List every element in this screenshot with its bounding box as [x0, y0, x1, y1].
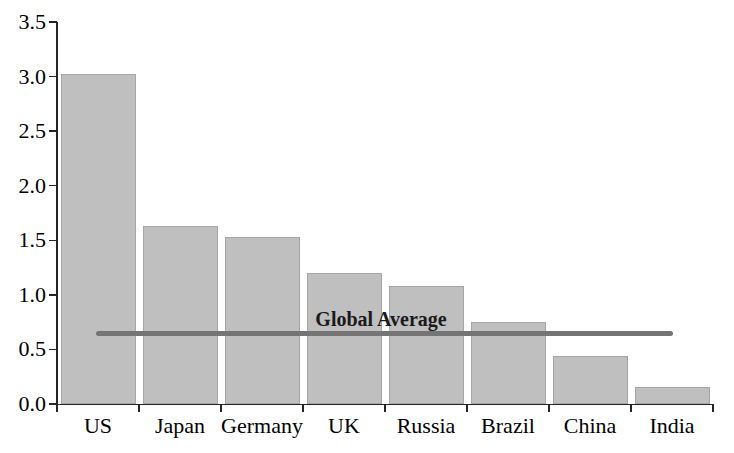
x-tick-label-japan: Japan: [155, 413, 205, 439]
x-tick-label-russia: Russia: [397, 413, 456, 439]
plot-area: Global Average: [57, 22, 713, 404]
y-tick-mark: [49, 240, 57, 242]
y-tick-label: 3.0: [4, 66, 46, 88]
x-tick-label-germany: Germany: [221, 413, 303, 439]
bar-russia: [389, 286, 464, 404]
x-tick-label-us: US: [84, 413, 112, 439]
x-tick-label-india: India: [649, 413, 694, 439]
y-tick-mark: [49, 294, 57, 296]
x-tick-mark: [220, 404, 222, 412]
x-tick-mark: [56, 404, 58, 412]
bar-germany: [225, 237, 300, 404]
x-tick-mark: [138, 404, 140, 412]
x-tick-mark: [712, 404, 714, 412]
x-tick-mark: [384, 404, 386, 412]
y-tick-mark: [49, 349, 57, 351]
x-tick-label-uk: UK: [328, 413, 360, 439]
x-tick-mark: [302, 404, 304, 412]
global-average-label: Global Average: [315, 308, 446, 330]
bar-us: [61, 74, 136, 404]
x-tick-label-china: China: [564, 413, 617, 439]
y-tick-label: 2.0: [4, 175, 46, 197]
x-tick-mark: [630, 404, 632, 412]
y-tick-label: 1.0: [4, 284, 46, 306]
bar-japan: [143, 226, 218, 404]
bar-uk: [307, 273, 382, 404]
y-tick-label: 1.5: [4, 229, 46, 251]
global-average-line: [96, 331, 673, 336]
y-tick-label: 2.5: [4, 120, 46, 142]
y-tick-mark: [49, 76, 57, 78]
x-tick-label-brazil: Brazil: [481, 413, 535, 439]
y-tick-label: 0.5: [4, 338, 46, 360]
bar-china: [553, 356, 628, 404]
bar-india: [635, 387, 710, 404]
x-tick-mark: [466, 404, 468, 412]
y-tick-label: 3.5: [4, 11, 46, 33]
y-tick-mark: [49, 185, 57, 187]
x-tick-mark: [548, 404, 550, 412]
y-tick-mark: [49, 21, 57, 23]
y-tick-mark: [49, 130, 57, 132]
y-tick-label: 0.0: [4, 393, 46, 415]
bar-chart: Global Average 0.00.51.01.52.02.53.03.5 …: [0, 0, 734, 453]
